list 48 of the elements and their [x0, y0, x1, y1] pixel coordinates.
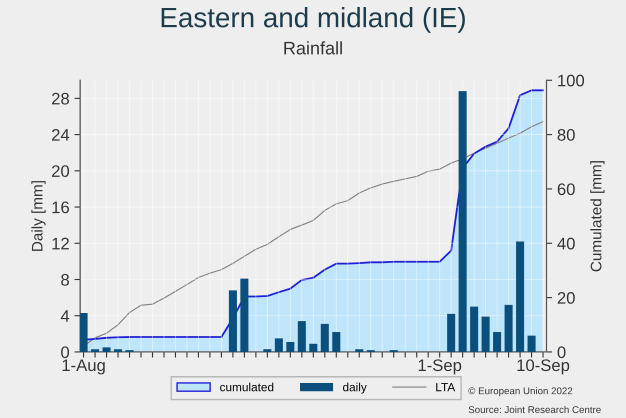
- y-tick-label: 8: [61, 274, 69, 286]
- y-tick-label: 0: [61, 346, 70, 358]
- x-tick-label: 1-Sep: [418, 359, 462, 374]
- bar: [320, 324, 329, 352]
- bar: [504, 304, 513, 352]
- y-tick-label: 24: [52, 128, 70, 141]
- y-tick-label: 28: [52, 92, 69, 105]
- bar: [309, 344, 318, 352]
- bar: [263, 349, 272, 352]
- bar: [102, 347, 111, 352]
- bar: [114, 349, 122, 352]
- bar: [228, 290, 237, 352]
- y2-tick-label: 80: [558, 128, 575, 141]
- text: © European Union 2022: [468, 387, 572, 396]
- y2-tick-label: 0: [558, 346, 566, 358]
- chart-subtitle: Rainfall: [284, 41, 342, 55]
- bar: [482, 316, 490, 352]
- y2-tick-label: 100: [558, 74, 584, 86]
- bar: [447, 314, 456, 352]
- legend-label: cumulated: [220, 382, 274, 392]
- bar: [528, 336, 536, 352]
- y2-axis-title: Cumulated [mm]: [590, 161, 605, 272]
- source-note: Source: Joint Research Centre: [468, 406, 601, 414]
- bar: [355, 349, 364, 352]
- bar: [80, 313, 88, 352]
- bar: [298, 321, 306, 352]
- y2-tick-label: 60: [558, 183, 575, 196]
- bar: [516, 241, 524, 352]
- bar: [286, 342, 294, 352]
- y-tick-label: 4: [60, 310, 70, 322]
- y2-tick-label: 40: [557, 238, 575, 250]
- legend-label: daily: [343, 382, 367, 394]
- chart-title: Eastern and midland (IE): [162, 7, 465, 33]
- y2-tick-label: 20: [558, 292, 575, 304]
- bar: [91, 349, 100, 352]
- x-tick-label: 10-Sep: [517, 359, 570, 374]
- legend-label: LTA: [436, 383, 456, 392]
- bar: [332, 332, 340, 352]
- bar: [274, 338, 283, 352]
- y-axis-title: Daily [mm]: [31, 181, 46, 251]
- x-tick-label: 1-Aug: [62, 360, 105, 374]
- bar: [493, 332, 502, 352]
- bar: [470, 306, 478, 352]
- bar: [458, 91, 467, 352]
- y-tick-label: 20: [52, 165, 70, 178]
- y-tick-label: 16: [52, 201, 69, 214]
- bar: [240, 278, 248, 352]
- y-tick-label: 12: [52, 238, 69, 250]
